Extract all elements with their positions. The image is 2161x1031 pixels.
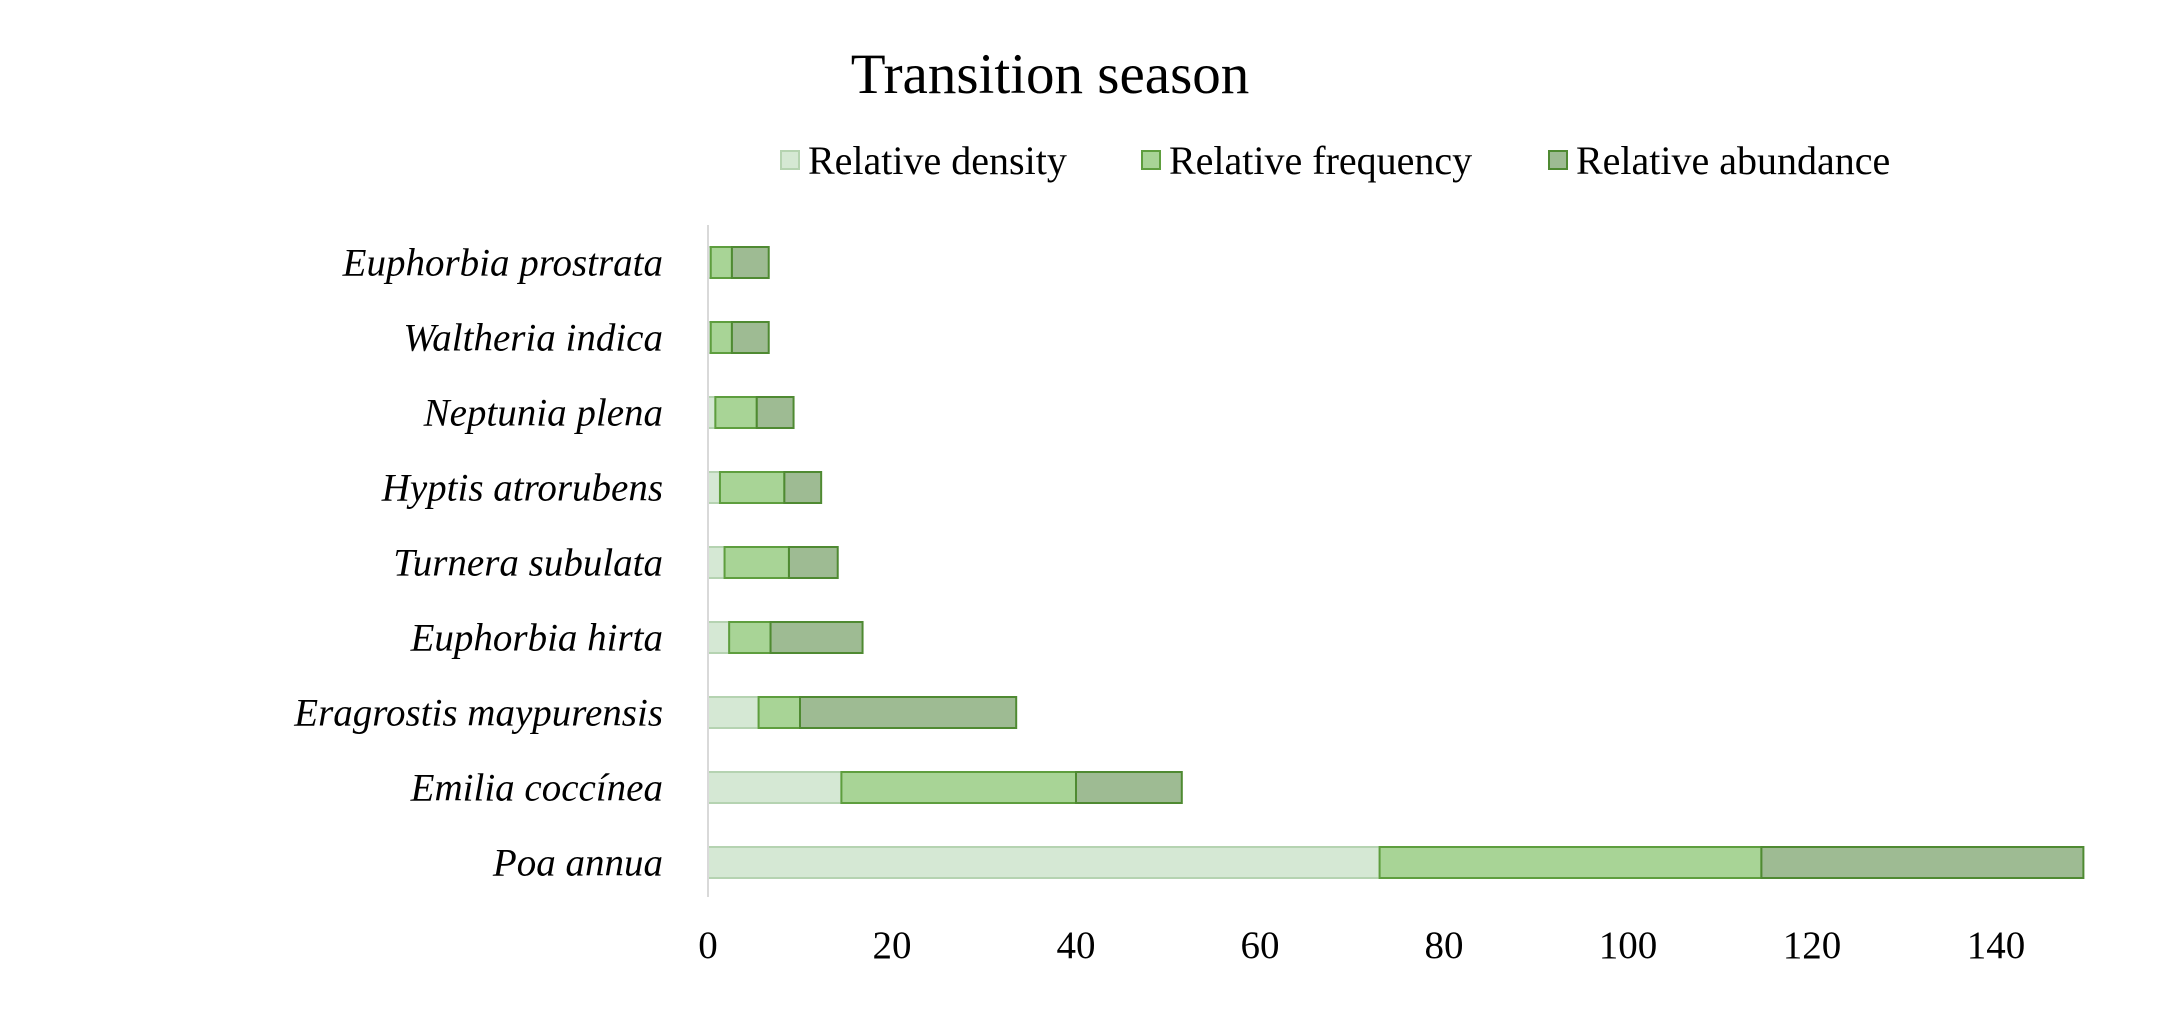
category-label-turnera-subulata: Turnera subulata [393,542,663,585]
bar-neptunia-plena-relative-abundance [755,396,795,429]
bar-euphorbia-prostrata-relative-frequency [709,246,733,279]
chart-title: Transition season [850,43,1250,106]
bar-emilia-coccinea-relative-density [707,771,843,804]
bar-neptunia-plena-relative-density [707,396,717,429]
bar-euphorbia-prostrata-relative-abundance [730,246,770,279]
bar-emilia-coccinea-relative-frequency [840,771,1078,804]
bar-neptunia-plena-relative-frequency [714,396,758,429]
bar-euphorbia-hirta-relative-frequency [728,621,772,654]
bar-hyptis-atrorubens-relative-density [707,471,721,504]
legend-label-relative-density: Relative density [808,137,1067,183]
x-tick-label-100: 100 [1599,924,1658,967]
category-label-eragrostis-maypurensis: Eragrostis maypurensis [293,692,663,735]
bar-hyptis-atrorubens-relative-abundance [783,471,823,504]
bar-euphorbia-hirta-relative-density [707,621,731,654]
bar-turnera-subulata-relative-frequency [723,546,790,579]
bar-poa-annua-relative-density [707,846,1381,879]
x-tick-label-80: 80 [1425,924,1464,967]
category-label-hyptis-atrorubens: Hyptis atrorubens [381,467,663,510]
category-label-neptunia-plena: Neptunia plena [423,392,663,435]
legend-swatch-relative-density [780,150,800,170]
legend-label-relative-abundance: Relative abundance [1576,137,1891,183]
bar-eragrostis-maypurensis-relative-abundance [799,696,1018,729]
category-label-euphorbia-prostrata: Euphorbia prostrata [342,242,663,285]
x-tick-labels: 0 20 40 60 80 100 120 140 [698,924,2025,967]
legend-item-relative-density: Relative density [780,130,1067,190]
legend-swatch-relative-frequency [1141,150,1161,170]
bar-hyptis-atrorubens-relative-frequency [718,471,786,504]
legend-item-relative-frequency: Relative frequency [1141,130,1472,190]
bar-eragrostis-maypurensis-relative-frequency [757,696,801,729]
legend: Relative density Relative frequency Rela… [0,130,2161,190]
bar-poa-annua-relative-frequency [1378,846,1763,879]
bar-turnera-subulata-relative-density [707,546,726,579]
bar-poa-annua-relative-abundance [1760,846,2085,879]
category-labels: Poa annua Emilia coccínea Eragrostis maypu… [293,242,663,885]
category-label-poa-annua: Poa annua [492,842,663,885]
x-tick-label-20: 20 [873,924,912,967]
category-label-emilia-coccinea: Emilia coccínea [410,767,663,810]
category-label-waltheria-indica: Waltheria indica [403,317,663,360]
x-tick-label-120: 120 [1783,924,1842,967]
x-tick-label-60: 60 [1241,924,1280,967]
bars-group [707,246,2085,879]
legend-swatch-relative-abundance [1548,150,1568,170]
bar-euphorbia-hirta-relative-abundance [769,621,864,654]
bar-eragrostis-maypurensis-relative-density [707,696,760,729]
x-tick-label-0: 0 [698,924,718,967]
bar-waltheria-indica-relative-abundance [730,321,770,354]
legend-item-relative-abundance: Relative abundance [1548,130,1890,190]
category-label-euphorbia-hirta: Euphorbia hirta [410,617,663,660]
legend-label-relative-frequency: Relative frequency [1169,137,1473,183]
x-tick-label-140: 140 [1967,924,2026,967]
bar-turnera-subulata-relative-abundance [787,546,839,579]
bar-emilia-coccinea-relative-abundance [1075,771,1183,804]
x-tick-label-40: 40 [1057,924,1096,967]
bar-waltheria-indica-relative-frequency [709,321,733,354]
